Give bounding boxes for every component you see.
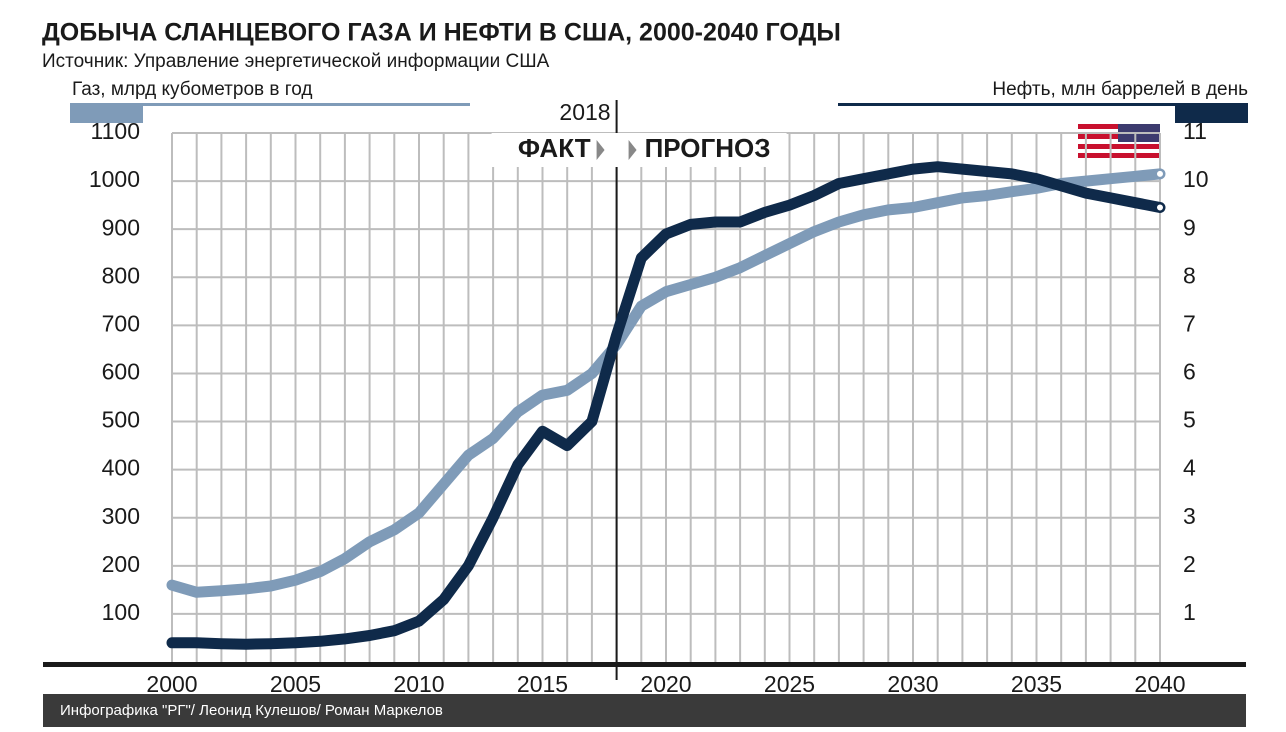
y2-tick-label: 8 <box>1183 262 1196 288</box>
divider-year: 2018 <box>559 99 610 125</box>
arrow <box>628 140 637 160</box>
end-marker <box>1155 202 1165 213</box>
x-tick-label: 2000 <box>146 671 197 697</box>
y-tick-label: 300 <box>102 503 140 529</box>
divider-label-bg <box>491 133 787 167</box>
y-tick-label: 100 <box>102 599 140 625</box>
x-tick-label: 2005 <box>270 671 321 697</box>
y2-tick-label: 4 <box>1183 455 1196 481</box>
y-tick-label: 1000 <box>89 166 140 192</box>
y2-tick-label: 1 <box>1183 599 1196 625</box>
oil-header-line <box>838 103 1248 106</box>
forecast-label: ПРОГНОЗ <box>645 133 771 163</box>
y2-axis-label: Нефть, млн баррелей в день <box>992 79 1248 100</box>
y-tick-label: 400 <box>102 455 140 481</box>
y-tick-label: 700 <box>102 310 140 336</box>
y2-tick-label: 2 <box>1183 551 1196 577</box>
y2-tick-label: 3 <box>1183 503 1196 529</box>
y2-tick-label: 11 <box>1183 118 1207 144</box>
x-axis <box>43 662 1246 667</box>
x-tick-label: 2020 <box>640 671 691 697</box>
chart-subtitle: Источник: Управление энергетической инфо… <box>42 51 550 72</box>
footer-bar <box>43 694 1246 727</box>
gas-header-line <box>70 103 470 106</box>
arrow <box>596 140 605 160</box>
chart-title: ДОБЫЧА СЛАНЦЕВОГО ГАЗА И НЕФТИ В США, 20… <box>42 19 841 47</box>
y-tick-label: 1100 <box>91 118 140 144</box>
y-tick-label: 900 <box>102 214 140 240</box>
y-axis-label: Газ, млрд кубометров в год <box>72 79 313 100</box>
y2-tick-label: 7 <box>1183 310 1196 336</box>
x-tick-label: 2030 <box>887 671 938 697</box>
us-flag <box>1078 124 1160 158</box>
x-tick-label: 2010 <box>393 671 444 697</box>
x-tick-label: 2040 <box>1134 671 1185 697</box>
y2-tick-label: 10 <box>1183 166 1209 192</box>
fact-label: ФАКТ <box>518 133 591 163</box>
x-tick-label: 2035 <box>1011 671 1062 697</box>
credit: Инфографика "РГ"/ Леонид Кулешов/ Роман … <box>60 702 443 719</box>
y-tick-label: 600 <box>102 359 140 385</box>
end-marker <box>1155 168 1165 179</box>
series-line <box>166 161 1166 650</box>
oil-header-block <box>1175 103 1248 123</box>
y2-tick-label: 6 <box>1183 359 1196 385</box>
series-line <box>166 168 1166 598</box>
y-tick-label: 200 <box>102 551 140 577</box>
y2-tick-label: 5 <box>1183 407 1196 433</box>
x-tick-label: 2025 <box>764 671 815 697</box>
x-tick-label: 2015 <box>517 671 568 697</box>
y-tick-label: 800 <box>102 262 140 288</box>
gas-header-block <box>70 103 143 123</box>
y2-tick-label: 9 <box>1183 214 1196 240</box>
y-tick-label: 500 <box>102 407 140 433</box>
